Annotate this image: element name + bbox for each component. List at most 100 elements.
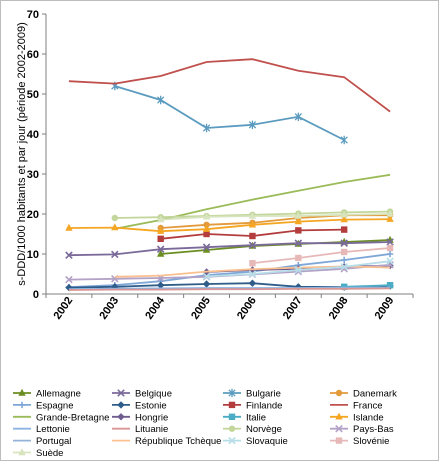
legend-label: Italie xyxy=(246,412,266,423)
series-slovenie xyxy=(249,244,394,267)
x-tick-label: 2007 xyxy=(281,295,305,322)
legend-label: République Tchèque xyxy=(135,436,221,447)
legend-item-norvege: Norvège xyxy=(223,424,282,435)
legend-label: Allemagne xyxy=(36,389,81,400)
data-point xyxy=(202,243,211,251)
data-point xyxy=(203,221,210,228)
data-point xyxy=(340,215,348,223)
legend-marker xyxy=(228,388,236,398)
series-lituanie xyxy=(68,287,391,291)
data-point xyxy=(111,250,119,259)
series-group xyxy=(65,58,394,292)
data-point xyxy=(295,254,302,262)
legend-item-allemagne: Allemagne xyxy=(13,389,81,400)
series-line-italie xyxy=(344,284,391,288)
legend-marker xyxy=(228,425,236,432)
data-point xyxy=(157,235,164,242)
legend-item-pays-bas: Pays-Bas xyxy=(330,424,394,435)
series-france xyxy=(68,58,391,113)
y-tick-label: 10 xyxy=(27,249,39,261)
y-ticks: 0 10 20 30 40 50 60 70 xyxy=(27,9,46,301)
series-line-islande xyxy=(68,218,391,233)
data-point xyxy=(156,281,165,289)
data-point xyxy=(340,210,348,218)
data-point xyxy=(340,226,348,233)
legend-label: Slovénie xyxy=(353,436,389,447)
x-ticks: 2002 2003 2004 2005 2006 2007 2008 2009 xyxy=(45,294,414,322)
x-tick-label: 2003 xyxy=(97,295,121,322)
legend-item-belgique: Belgique xyxy=(112,389,172,400)
legend-label: France xyxy=(353,400,383,411)
legend-item-finlande: Finlande xyxy=(223,400,282,411)
legend-item-france: France xyxy=(330,400,383,411)
legend-marker xyxy=(335,437,343,444)
data-point xyxy=(202,225,211,232)
legend-marker xyxy=(18,401,26,409)
data-point xyxy=(248,270,257,278)
legend-label: Lettonie xyxy=(36,424,70,435)
series-islande xyxy=(65,215,394,234)
legend-item-estonie: Estonie xyxy=(112,400,167,411)
legend-label: Espagne xyxy=(36,400,74,411)
data-point xyxy=(202,280,211,288)
series-bulgarie xyxy=(111,81,348,145)
series-line-suede xyxy=(160,213,391,221)
data-point xyxy=(249,260,256,267)
data-point xyxy=(111,214,119,222)
legend-item-republique-tcheque: République Tchèque xyxy=(112,436,221,447)
legend-marker xyxy=(335,412,343,420)
legend-label: Lituanie xyxy=(135,424,168,435)
y-tick-label: 0 xyxy=(33,289,39,301)
y-tick-label: 30 xyxy=(27,169,39,181)
data-point xyxy=(386,244,394,252)
y-tick-label: 70 xyxy=(27,9,39,21)
data-point xyxy=(294,217,303,225)
data-point xyxy=(111,223,119,231)
legend-label: Grande-Bretagne xyxy=(36,412,109,423)
data-point xyxy=(340,248,348,256)
series-line-lituanie xyxy=(68,287,391,291)
data-point xyxy=(294,112,302,121)
legend-item-portugal: Portugal xyxy=(13,436,71,447)
data-point xyxy=(249,232,256,240)
data-point xyxy=(340,135,348,145)
legend-marker xyxy=(228,436,236,445)
y-axis-label: s-DDD/1000 habitants et par jour (périod… xyxy=(16,22,28,286)
legend-item-hongrie: Hongrie xyxy=(112,412,168,423)
legend-label: Hongrie xyxy=(135,412,168,423)
data-point xyxy=(386,257,394,265)
data-point xyxy=(248,220,257,228)
series-allemagne xyxy=(156,235,394,257)
series-line-espagne xyxy=(68,253,391,289)
data-point xyxy=(156,249,165,257)
series-line-slovenie xyxy=(252,247,391,265)
legend-label: Islande xyxy=(353,412,384,423)
legend-label: Bulgarie xyxy=(246,389,281,400)
legend-label: Finlande xyxy=(246,400,282,411)
x-tick-label: 2009 xyxy=(373,295,397,322)
legend-label: Portugal xyxy=(36,436,71,447)
data-point xyxy=(248,241,257,249)
legend-item-islande: Islande xyxy=(330,412,384,423)
data-point xyxy=(294,211,303,219)
y-tick-label: 40 xyxy=(27,129,39,141)
legend-label: Norvège xyxy=(246,424,282,435)
data-point xyxy=(386,215,394,222)
axes xyxy=(45,14,413,295)
x-tick-label: 2008 xyxy=(327,295,351,322)
legend-marker xyxy=(228,401,236,409)
data-point xyxy=(156,227,165,234)
data-point xyxy=(157,95,165,105)
series-belgique xyxy=(65,238,394,259)
y-tick-label: 50 xyxy=(27,89,39,101)
data-point xyxy=(340,256,348,264)
legend-marker xyxy=(18,388,26,396)
legend-item-slovaquie: Slovaquie xyxy=(223,436,288,447)
data-point xyxy=(340,239,348,247)
legend-label: Belgique xyxy=(135,389,172,400)
data-point xyxy=(156,245,165,253)
data-point xyxy=(202,212,211,220)
legend-item-italie: Italie xyxy=(223,412,266,423)
